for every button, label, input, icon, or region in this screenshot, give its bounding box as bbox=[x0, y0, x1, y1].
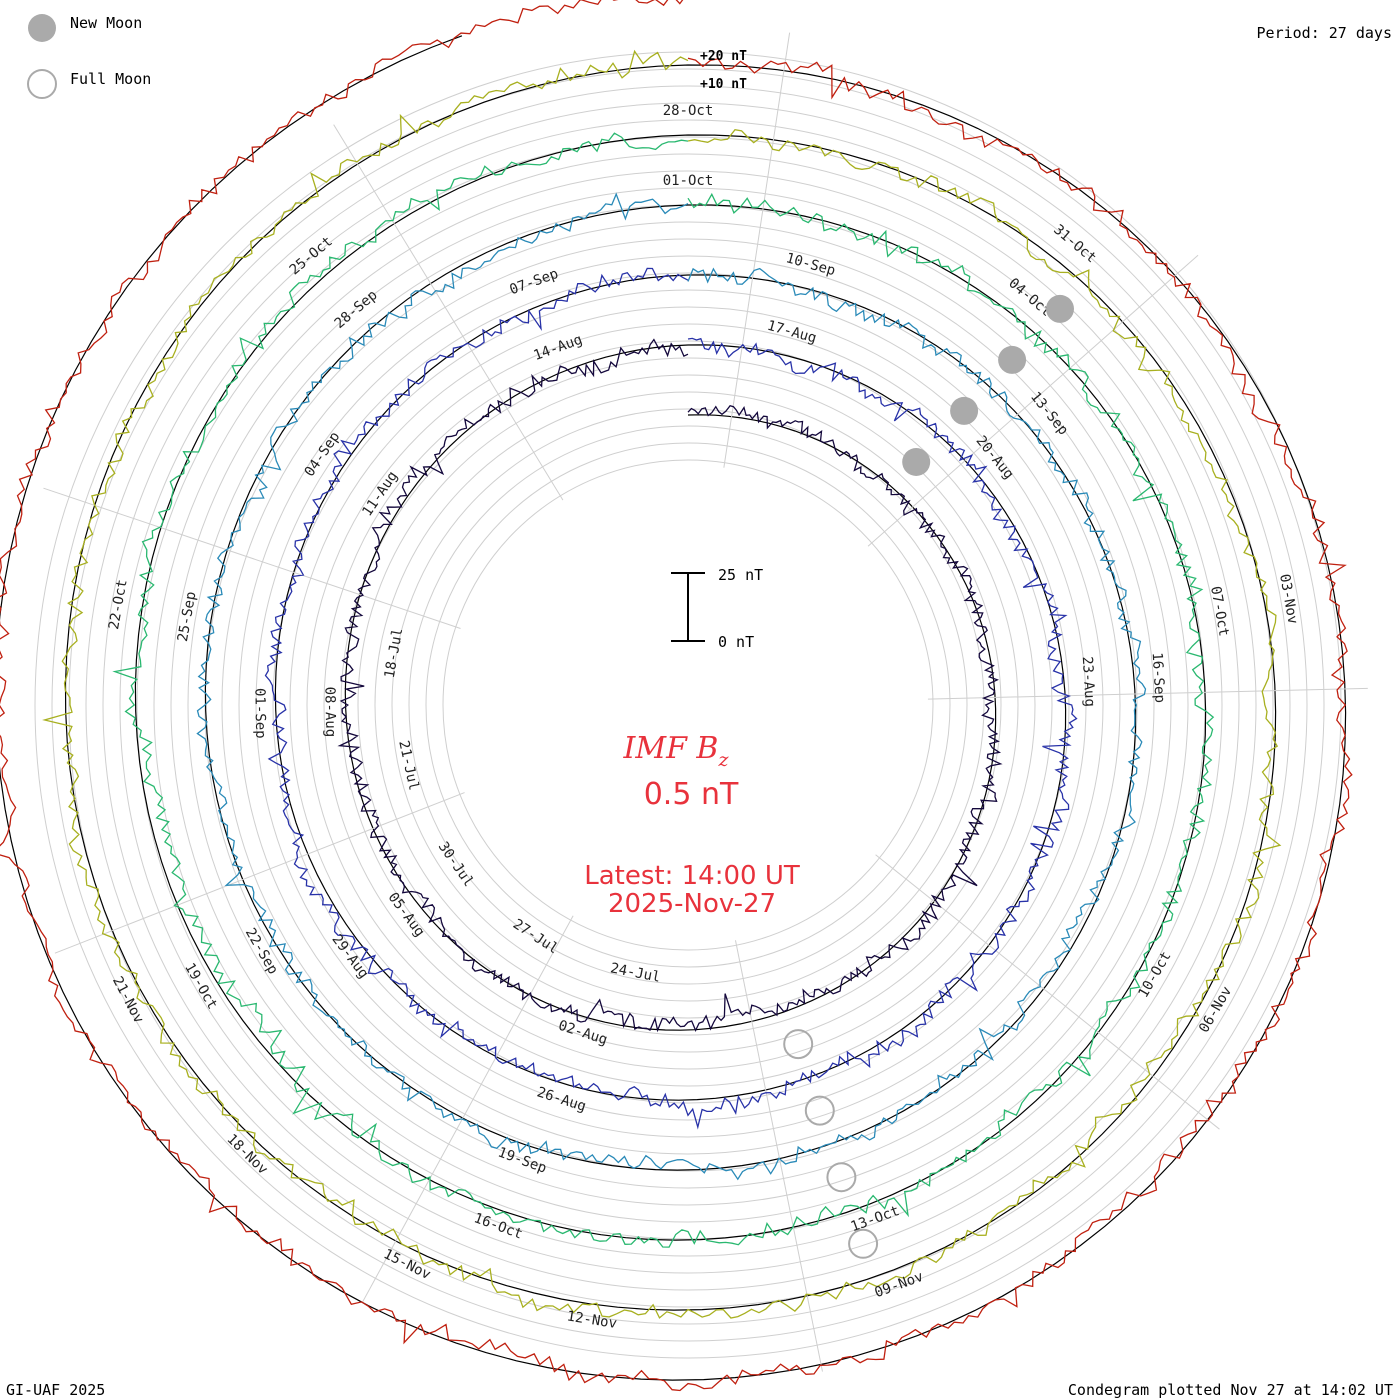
date-label: 30-Jul bbox=[435, 839, 477, 890]
grid-circle bbox=[391, 408, 985, 1002]
date-label: 24-Jul bbox=[609, 960, 662, 985]
grid-circle bbox=[408, 425, 968, 985]
new-moon-legend-icon bbox=[28, 14, 56, 42]
bz-traces bbox=[0, 0, 1353, 1392]
date-label: 25-Oct bbox=[287, 234, 336, 279]
full-moon-marker bbox=[848, 1228, 879, 1259]
date-label: 21-Jul bbox=[395, 739, 421, 792]
bz-trace-rotation-3 bbox=[196, 192, 1147, 1181]
full-moon-marker bbox=[826, 1162, 857, 1193]
ref-label-20nt: +20 nT bbox=[700, 49, 747, 64]
grid-circles bbox=[0, 35, 1347, 1381]
date-label: 16-Sep bbox=[1149, 652, 1168, 703]
footer-credit: GI-UAF 2025 bbox=[6, 1381, 105, 1399]
grid-circle bbox=[442, 459, 934, 951]
new-moon-marker bbox=[1046, 294, 1074, 323]
date-label: 17-Aug bbox=[765, 318, 818, 347]
date-label: 26-Aug bbox=[535, 1084, 588, 1115]
grid-circle bbox=[323, 340, 1053, 1070]
grid-circle bbox=[221, 238, 1155, 1172]
grid-circle bbox=[119, 136, 1257, 1274]
grid-circle bbox=[204, 221, 1172, 1189]
grid-circle bbox=[68, 85, 1308, 1325]
date-label: 13-Sep bbox=[1027, 389, 1071, 438]
date-label: 07-Sep bbox=[508, 266, 561, 298]
full-moon-legend-icon bbox=[27, 69, 57, 99]
grid-circle bbox=[153, 170, 1223, 1240]
new-moon-marker bbox=[950, 396, 979, 425]
bz-trace-rotation-2 bbox=[264, 267, 1078, 1130]
grid-circle bbox=[357, 374, 1019, 1036]
grid-circle bbox=[340, 357, 1036, 1053]
bz-trace-rotation-6 bbox=[0, 0, 1353, 1392]
date-label: 28-Oct bbox=[663, 103, 714, 119]
grid-circle bbox=[34, 51, 1342, 1359]
new-moon-marker bbox=[998, 345, 1027, 374]
grid-circle bbox=[136, 153, 1240, 1257]
new-moon-marker bbox=[902, 448, 931, 476]
scale-bar-top-label: 25 nT bbox=[718, 566, 763, 584]
date-label: 31-Oct bbox=[1050, 222, 1099, 267]
date-label: 08-Aug bbox=[321, 686, 338, 737]
day-spoke bbox=[723, 32, 791, 468]
date-label: 10-Sep bbox=[784, 250, 837, 279]
new-moon-legend-label: New Moon bbox=[70, 14, 142, 32]
day-spoke bbox=[43, 487, 461, 629]
parameter-title: IMF Bz bbox=[623, 731, 730, 771]
grid-circle bbox=[255, 272, 1121, 1138]
grid-circle bbox=[374, 391, 1002, 1019]
grid-circle bbox=[306, 323, 1070, 1087]
bz-trace-rotation-1 bbox=[337, 338, 1003, 1033]
date-label: 22-Oct bbox=[106, 578, 131, 631]
footer-plot-time: Condegram plotted Nov 27 at 14:02 UT bbox=[1068, 1381, 1393, 1399]
grid-circle bbox=[425, 442, 951, 968]
period-label: Period: 27 days bbox=[1257, 24, 1392, 42]
moon-markers bbox=[783, 294, 1074, 1259]
day-spoke bbox=[927, 687, 1368, 700]
day-spoke bbox=[875, 854, 1220, 1130]
date-label: 15-Nov bbox=[381, 1246, 433, 1283]
grid-circle bbox=[289, 306, 1087, 1104]
grid-circle bbox=[238, 255, 1138, 1155]
bz-trace-rotation-4 bbox=[112, 132, 1215, 1248]
grid-circle bbox=[85, 102, 1291, 1308]
date-label: 27-Jul bbox=[510, 916, 561, 957]
date-label: 09-Nov bbox=[873, 1269, 926, 1301]
current-value: 0.5 nT bbox=[644, 777, 739, 812]
grid-circle bbox=[272, 289, 1104, 1121]
bz-trace-rotation-5 bbox=[42, 49, 1282, 1319]
date-label: 01-Sep bbox=[251, 688, 268, 739]
date-label: 18-Jul bbox=[382, 627, 407, 680]
latest-time: Latest: 14:00 UT bbox=[584, 861, 800, 891]
zero-reference-spiral bbox=[0, 35, 1347, 1381]
date-label: 03-Nov bbox=[1276, 573, 1301, 626]
grid-circle bbox=[51, 68, 1325, 1342]
day-spoke bbox=[54, 792, 465, 954]
date-label: 04-Sep bbox=[302, 429, 344, 480]
date-label: 23-Aug bbox=[1079, 656, 1098, 707]
full-moon-legend-label: Full Moon bbox=[70, 70, 151, 88]
ref-label-10nt: +10 nT bbox=[700, 77, 747, 92]
full-moon-marker bbox=[783, 1029, 814, 1060]
date-label: 01-Oct bbox=[663, 173, 714, 189]
grid-circle bbox=[102, 119, 1274, 1291]
day-spoke bbox=[333, 124, 564, 501]
full-moon-marker bbox=[804, 1095, 835, 1126]
latest-date: 2025-Nov-27 bbox=[608, 889, 776, 919]
date-label: 11-Aug bbox=[359, 469, 401, 520]
scale-bar-bottom-label: 0 nT bbox=[718, 633, 754, 651]
day-spoke bbox=[867, 254, 1199, 547]
date-label: 12-Nov bbox=[566, 1308, 618, 1332]
date-label: 14-Aug bbox=[532, 332, 585, 364]
date-label: 28-Sep bbox=[332, 287, 381, 332]
